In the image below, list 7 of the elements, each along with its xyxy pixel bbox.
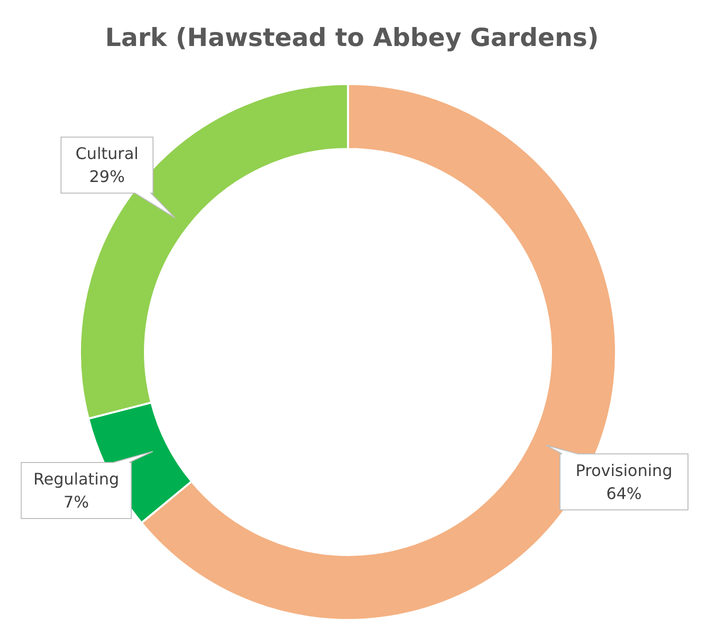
- slice-label: Provisioning: [576, 460, 672, 480]
- data-label: 29%: [89, 167, 125, 186]
- data-label: 64%: [606, 484, 642, 503]
- slice-label: Cultural: [76, 144, 139, 164]
- data-label: 7%: [64, 492, 89, 512]
- slice-label: Regulating: [33, 469, 120, 488]
- chart-title: Lark (Hawstead to Abbey Gardens): [105, 23, 599, 52]
